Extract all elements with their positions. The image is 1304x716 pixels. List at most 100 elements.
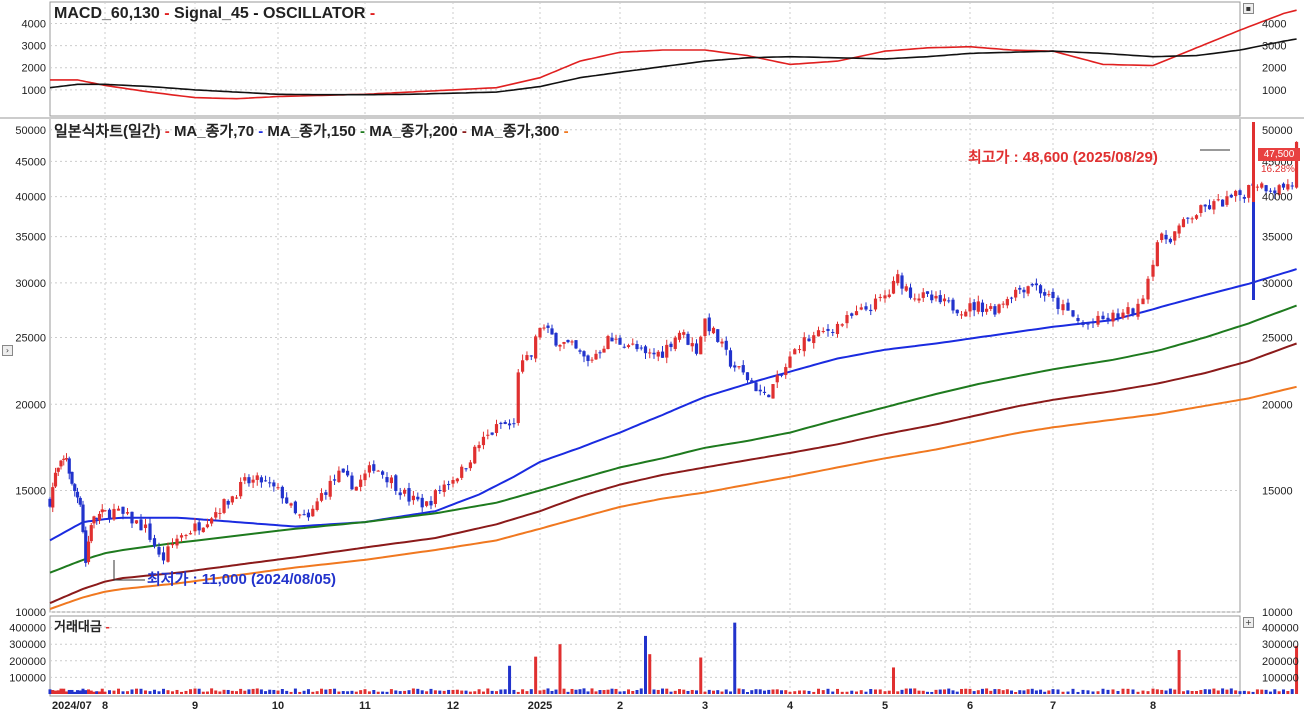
volume-bar: [1071, 688, 1075, 694]
volume-bar: [239, 688, 243, 694]
candle: [682, 329, 686, 339]
panel-maximize-icon[interactable]: ▪: [1243, 3, 1254, 14]
volume-bar: [724, 689, 728, 694]
volume-bar: [320, 688, 323, 694]
volume-bar: [315, 691, 319, 694]
volume-bar: [425, 691, 429, 694]
candle: [1030, 282, 1034, 287]
candle: [1194, 214, 1199, 220]
x-axis-label: 5: [882, 700, 888, 712]
volume-bar: [1286, 691, 1290, 694]
volume-bar: [67, 689, 71, 694]
macd-series-red: [50, 9, 1297, 100]
candle: [62, 455, 66, 466]
volume-bar: [892, 667, 895, 694]
volume-bar: [1018, 690, 1022, 694]
volume-bar: [385, 691, 389, 694]
candle: [403, 487, 407, 497]
candle: [276, 483, 280, 491]
volume-bar: [230, 690, 234, 694]
candle: [639, 345, 643, 351]
candle: [121, 506, 125, 520]
price-tick-left: 50000: [15, 125, 46, 137]
candle: [1076, 314, 1080, 325]
candle: [883, 290, 887, 303]
volume-bar: [887, 690, 891, 694]
volume-bar: [746, 692, 749, 694]
volume-tick-left: 100000: [9, 672, 46, 684]
volume-bar: [775, 689, 779, 694]
candle: [324, 489, 328, 500]
candle: [677, 330, 682, 343]
candle: [148, 518, 152, 543]
candle: [900, 272, 904, 295]
volume-bar: [403, 690, 407, 694]
volume-bar: [73, 691, 77, 694]
left-collapse-icon[interactable]: ›: [2, 345, 13, 356]
volume-bar: [359, 690, 363, 694]
volume-bar: [594, 691, 598, 694]
candle: [840, 323, 844, 328]
volume-bar: [550, 690, 554, 694]
volume-bar: [741, 689, 745, 694]
volume-bar: [570, 688, 574, 694]
candle: [486, 429, 490, 440]
volume-bar: [1005, 689, 1009, 694]
candle: [570, 339, 574, 346]
macd-tick-right: 4000: [1262, 18, 1286, 30]
volume-bar: [235, 691, 238, 694]
volume-bar: [48, 689, 52, 694]
volume-bar: [1247, 691, 1251, 694]
volume-bar: [103, 691, 107, 694]
candle: [1034, 278, 1038, 291]
candle: [92, 515, 96, 529]
volume-bar: [197, 688, 201, 694]
volume-bar: [76, 690, 79, 694]
volume-bar: [831, 691, 835, 694]
volume-bar: [1101, 688, 1105, 694]
candle: [891, 276, 896, 295]
candle: [854, 305, 859, 316]
volume-bar: [251, 688, 255, 694]
candle: [490, 432, 494, 436]
candle: [985, 303, 989, 315]
volume-bar: [836, 688, 839, 694]
candle: [389, 475, 393, 489]
candle: [95, 517, 99, 525]
panel-expand-icon[interactable]: +: [1243, 617, 1254, 628]
volume-bar: [1229, 688, 1233, 694]
price-tick-right: 10000: [1262, 607, 1293, 619]
candle: [205, 518, 210, 529]
candle: [904, 283, 908, 292]
volume-bar: [1106, 689, 1110, 694]
candle: [289, 502, 293, 508]
candle: [337, 466, 341, 483]
volume-bar: [909, 688, 912, 694]
candle: [921, 288, 925, 302]
candle: [328, 475, 332, 500]
candle-title-part-9: -: [559, 123, 569, 140]
volume-bar: [130, 689, 134, 694]
candle: [959, 311, 964, 319]
volume-bar: [1111, 689, 1115, 694]
candle-title-part-6: MA_종가,200: [369, 123, 458, 140]
candle: [626, 343, 631, 349]
candle: [1238, 188, 1242, 201]
volume-bar: [153, 689, 156, 694]
volume-bar: [1010, 690, 1013, 694]
candle: [473, 444, 477, 465]
x-axis-label: 7: [1050, 700, 1056, 712]
candle: [835, 321, 840, 338]
volume-bar: [54, 690, 57, 694]
volume-bar: [411, 688, 415, 694]
volume-bar: [635, 689, 639, 694]
volume-bar: [673, 690, 677, 694]
candle: [350, 472, 354, 491]
volume-bar: [112, 690, 116, 694]
volume-bar: [938, 689, 942, 694]
x-axis-label: 2: [617, 700, 623, 712]
candle: [622, 343, 626, 349]
candle: [143, 518, 148, 533]
candle: [529, 355, 533, 361]
candle-title-part-5: -: [355, 123, 370, 140]
